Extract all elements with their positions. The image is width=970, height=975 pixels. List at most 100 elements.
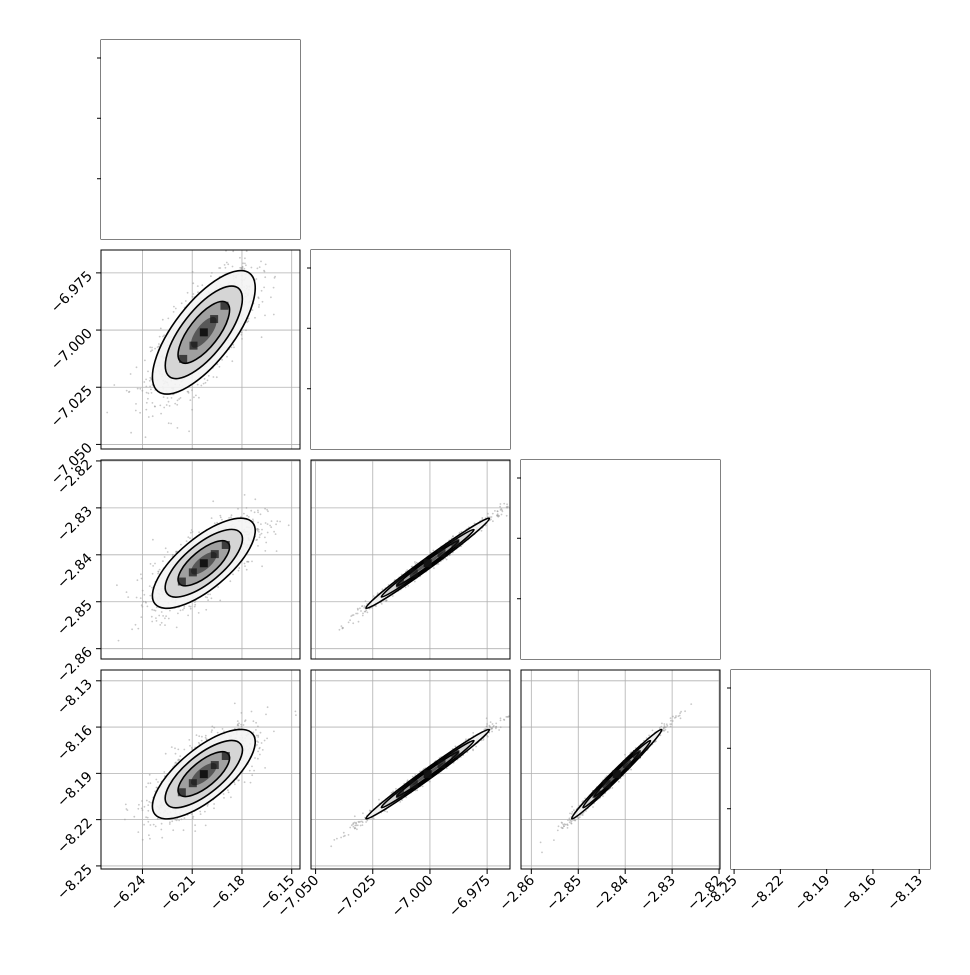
scatter-point bbox=[342, 628, 344, 630]
scatter-point bbox=[126, 390, 128, 392]
scatter-point bbox=[211, 272, 213, 274]
scatter-point bbox=[492, 513, 494, 515]
scatter-point bbox=[141, 578, 143, 580]
scatter-point bbox=[191, 409, 193, 411]
scatter-point bbox=[155, 617, 157, 619]
scatter-point bbox=[257, 268, 259, 270]
scatter-point bbox=[212, 500, 214, 502]
scatter-point bbox=[142, 390, 144, 392]
scatter-point bbox=[260, 513, 262, 515]
scatter-point bbox=[363, 607, 365, 609]
scatter-point bbox=[149, 585, 151, 587]
scatter-point bbox=[274, 277, 276, 279]
scatter-point bbox=[146, 402, 148, 404]
scatter-point bbox=[181, 818, 183, 820]
scatter-point bbox=[481, 517, 483, 519]
scatter-point bbox=[169, 405, 171, 407]
scatter-point bbox=[251, 267, 253, 269]
scatter-point bbox=[257, 726, 259, 728]
scatter-point bbox=[284, 244, 286, 246]
scatter-point bbox=[137, 579, 139, 581]
scatter-point bbox=[365, 611, 367, 613]
scatter-point bbox=[190, 532, 192, 534]
scatter-point bbox=[127, 809, 129, 811]
scatter-point bbox=[161, 611, 163, 613]
scatter-point bbox=[246, 561, 248, 563]
scatter-point bbox=[269, 525, 271, 527]
scatter-point bbox=[208, 375, 210, 377]
scatter-point bbox=[255, 243, 257, 245]
scatter-point bbox=[254, 757, 256, 759]
scatter-point bbox=[219, 515, 221, 517]
scatter-point bbox=[219, 366, 221, 368]
scatter-point bbox=[360, 610, 362, 612]
scatter-point bbox=[210, 275, 212, 277]
scatter-point bbox=[197, 291, 199, 293]
scatter-point bbox=[244, 257, 246, 259]
scatter-point bbox=[147, 398, 149, 400]
scatter-point bbox=[169, 821, 171, 823]
scatter-point bbox=[142, 590, 144, 592]
scatter-point bbox=[503, 503, 505, 505]
scatter-point bbox=[203, 383, 205, 385]
scatter-point bbox=[150, 824, 152, 826]
scatter-point bbox=[251, 561, 253, 563]
scatter-point bbox=[182, 609, 184, 611]
scatter-point bbox=[140, 597, 142, 599]
scatter-point bbox=[214, 522, 216, 524]
density-bin bbox=[179, 355, 187, 363]
scatter-point bbox=[180, 610, 182, 612]
scatter-point bbox=[239, 267, 241, 269]
scatter-point bbox=[162, 319, 164, 321]
scatter-point bbox=[358, 621, 360, 623]
scatter-point bbox=[191, 529, 193, 531]
scatter-point bbox=[243, 513, 245, 515]
scatter-point bbox=[209, 594, 211, 596]
scatter-point bbox=[163, 771, 165, 773]
scatter-point bbox=[162, 336, 164, 338]
scatter-point bbox=[207, 379, 209, 381]
scatter-point bbox=[260, 523, 262, 525]
scatter-point bbox=[196, 734, 198, 736]
scatter-point bbox=[243, 724, 245, 726]
scatter-point bbox=[276, 520, 278, 522]
scatter-point bbox=[147, 371, 149, 373]
scatter-point bbox=[167, 551, 169, 553]
scatter-point bbox=[177, 400, 179, 402]
scatter-point bbox=[357, 613, 359, 615]
scatter-point bbox=[188, 739, 190, 741]
scatter-point bbox=[152, 565, 154, 567]
scatter-point bbox=[169, 610, 171, 612]
scatter-point bbox=[265, 264, 267, 266]
scatter-point bbox=[149, 380, 151, 382]
scatter-point bbox=[375, 605, 377, 607]
scatter-point bbox=[174, 762, 176, 764]
scatter-point bbox=[234, 783, 236, 785]
scatter-point bbox=[257, 522, 259, 524]
scatter-point bbox=[205, 609, 207, 611]
scatter-panel-0-1 bbox=[101, 243, 300, 449]
scatter-point bbox=[163, 407, 165, 409]
scatter-point bbox=[341, 625, 343, 627]
scatter-point bbox=[155, 826, 157, 828]
scatter-point bbox=[150, 389, 152, 391]
scatter-point bbox=[265, 714, 267, 716]
scatter-point bbox=[133, 816, 135, 818]
scatter-point bbox=[264, 740, 266, 742]
scatter-point bbox=[223, 797, 225, 799]
scatter-point bbox=[405, 586, 407, 588]
scatter-point bbox=[234, 703, 236, 705]
scatter-point bbox=[258, 306, 260, 308]
scatter-point bbox=[137, 831, 139, 833]
scatter-point bbox=[407, 585, 409, 587]
scatter-point bbox=[386, 600, 388, 602]
scatter-point bbox=[171, 746, 173, 748]
scatter-point bbox=[227, 263, 229, 265]
scatter-point bbox=[241, 338, 243, 340]
panel-bg bbox=[101, 40, 300, 239]
scatter-point bbox=[173, 306, 175, 308]
scatter-point bbox=[159, 336, 161, 338]
scatter-point bbox=[481, 530, 483, 532]
scatter-point bbox=[264, 271, 266, 273]
density-bin bbox=[424, 559, 432, 567]
